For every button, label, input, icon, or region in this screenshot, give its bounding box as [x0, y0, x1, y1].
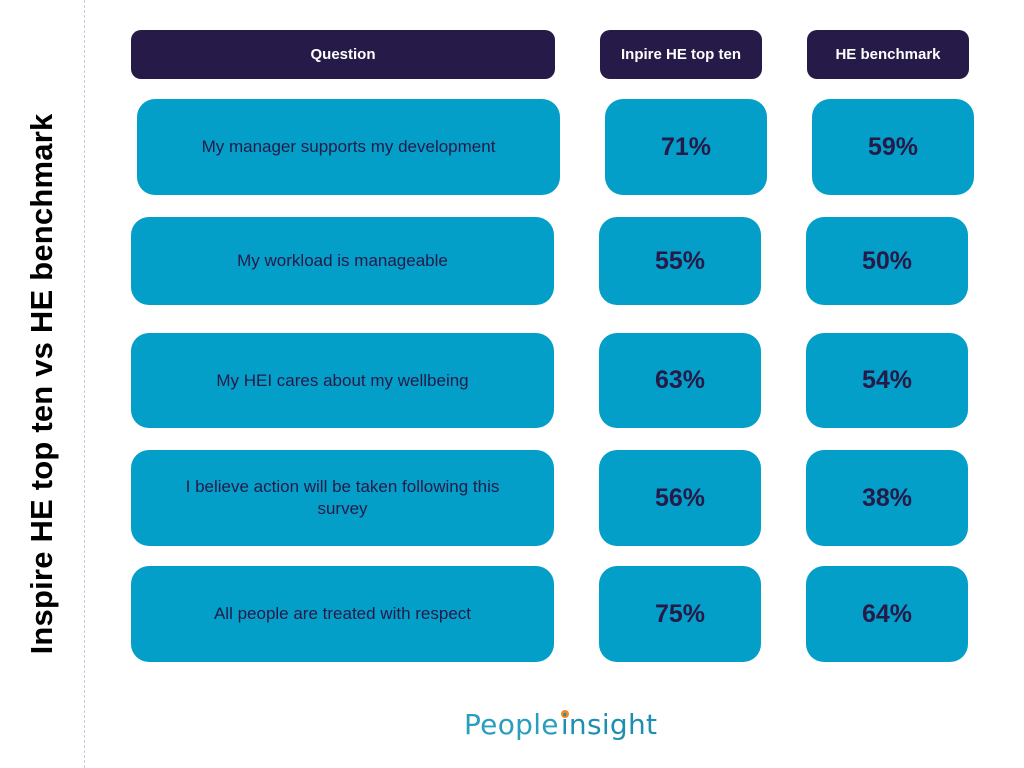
inspire-value-cell: 75% [599, 566, 761, 662]
logo-text-people: People [464, 708, 559, 741]
side-title-text: Inspire HE top ten vs HE benchmark [24, 113, 59, 655]
question-cell: My manager supports my development [137, 99, 560, 195]
header-benchmark: HE benchmark [807, 30, 969, 79]
inspire-value-cell: 55% [599, 217, 761, 305]
question-cell: All people are treated with respect [131, 566, 554, 662]
question-cell: My workload is manageable [131, 217, 554, 305]
inspire-value-cell: 63% [599, 333, 761, 428]
question-cell: My HEI cares about my wellbeing [131, 333, 554, 428]
side-title: Inspire HE top ten vs HE benchmark [0, 0, 84, 768]
benchmark-value-cell: 64% [806, 566, 968, 662]
logo-text-insight: insight [560, 708, 658, 741]
header-inspire: Inpire HE top ten [600, 30, 762, 79]
logo-dot-icon [560, 710, 569, 718]
header-question: Question [131, 30, 555, 79]
benchmark-value-cell: 59% [812, 99, 974, 195]
inspire-value-cell: 56% [599, 450, 761, 546]
divider [84, 0, 85, 768]
peopleinsight-logo: Peopleinsight [464, 708, 657, 748]
question-cell: I believe action will be taken following… [131, 450, 554, 546]
benchmark-value-cell: 50% [806, 217, 968, 305]
benchmark-value-cell: 54% [806, 333, 968, 428]
benchmark-value-cell: 38% [806, 450, 968, 546]
inspire-value-cell: 71% [605, 99, 767, 195]
